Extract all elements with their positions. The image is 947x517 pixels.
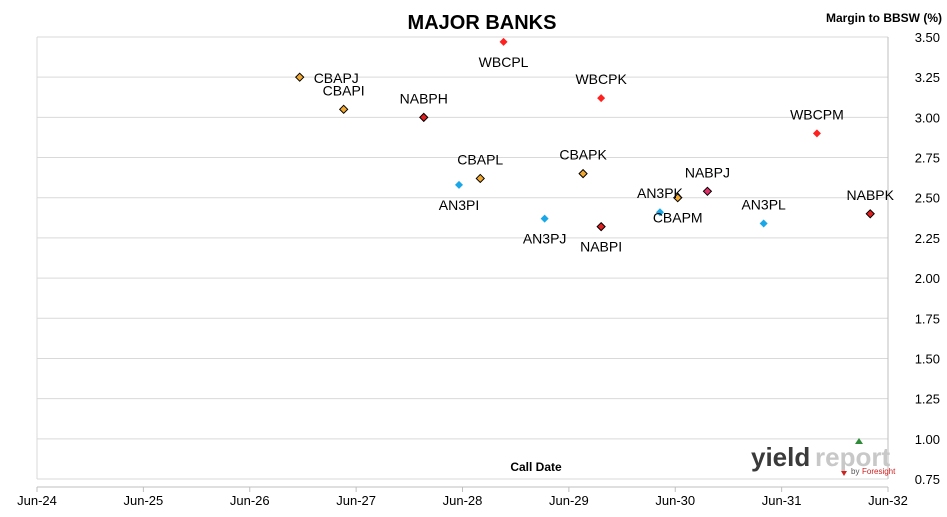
y-tick-label: 3.00 xyxy=(915,110,940,125)
y-tick-label: 2.75 xyxy=(915,151,940,166)
logo-by-text: by xyxy=(851,467,859,476)
data-label-cbapj: CBAPJ xyxy=(314,70,359,86)
data-label-wbcpl: WBCPL xyxy=(479,54,529,70)
point-nabpj xyxy=(702,186,713,197)
point-an3pk xyxy=(655,208,664,217)
point-cbapm xyxy=(673,193,683,203)
data-label-nabpi: NABPI xyxy=(580,239,622,255)
y-tick-label: 2.25 xyxy=(915,231,940,246)
y-axis-title: Margin to BBSW (%) xyxy=(826,11,942,25)
data-label-an3pk: AN3PK xyxy=(637,185,684,201)
y-tick-label: 1.00 xyxy=(915,432,940,447)
data-label-an3pl: AN3PL xyxy=(741,196,786,212)
data-label-wbcpk: WBCPK xyxy=(575,71,627,87)
point-nabpi xyxy=(596,221,606,232)
data-label-cbapk: CBAPK xyxy=(559,147,607,163)
point-wbcpm xyxy=(812,129,821,138)
point-an3pj xyxy=(540,214,549,223)
data-label-cbapl: CBAPL xyxy=(457,151,503,167)
point-nabpk xyxy=(865,209,875,219)
y-tick-label: 1.25 xyxy=(915,392,940,407)
data-points xyxy=(294,37,875,232)
logo-down-arrow-icon xyxy=(841,471,847,476)
data-label-an3pj: AN3PJ xyxy=(523,231,567,247)
x-tick-label: Jun-24 xyxy=(17,493,57,508)
yieldreport-logo: yield report by Foresight xyxy=(751,438,896,476)
point-an3pl xyxy=(759,219,768,228)
x-tick-label: Jun-28 xyxy=(443,493,483,508)
point-nabph xyxy=(419,112,429,123)
data-label-wbcpm: WBCPM xyxy=(790,106,844,122)
axes: 0.75 1.00 1.25 1.50 1.75 2.00 2.25 2.50 2.75 3.00… xyxy=(17,30,940,508)
y-tick-label: 1.50 xyxy=(915,351,940,366)
chart-title: MAJOR BANKS xyxy=(408,12,557,34)
data-label-cbapi: CBAPI xyxy=(323,82,365,98)
data-label-nabpk: NABPK xyxy=(847,187,895,203)
x-axis-title: Call Date xyxy=(510,460,562,474)
x-tick-label: Jun-25 xyxy=(124,493,164,508)
data-label-an3pi: AN3PI xyxy=(439,197,479,213)
logo-report-text: report xyxy=(815,442,890,472)
data-label-nabph: NABPH xyxy=(400,90,448,106)
point-cbapi xyxy=(338,104,349,115)
grid-lines xyxy=(36,36,888,480)
point-cbapl xyxy=(475,173,485,184)
x-tick-label: Jun-32 xyxy=(868,493,908,508)
y-tick-label: 3.25 xyxy=(915,70,940,85)
y-tick-label: 1.75 xyxy=(915,311,940,326)
point-cbapj xyxy=(294,72,305,82)
point-cbapk xyxy=(578,168,588,179)
y-tick-label: 2.50 xyxy=(915,191,940,206)
data-label-cbapm: CBAPM xyxy=(653,210,703,226)
x-tick-label: Jun-29 xyxy=(549,493,589,508)
logo-foresight-text: Foresight xyxy=(862,467,896,476)
data-label-nabpj: NABPJ xyxy=(685,164,730,180)
point-wbcpl xyxy=(499,37,508,46)
y-tick-label: 3.50 xyxy=(915,30,940,45)
x-tick-label: Jun-31 xyxy=(762,493,802,508)
y-tick-label: 0.75 xyxy=(915,472,940,487)
logo-up-arrow-icon xyxy=(855,438,863,444)
x-tick-label: Jun-27 xyxy=(336,493,376,508)
y-tick-label: 2.00 xyxy=(915,271,940,286)
x-tick-label: Jun-26 xyxy=(230,493,270,508)
logo-yield-text: yield xyxy=(751,442,810,472)
point-an3pi xyxy=(455,180,464,189)
x-tick-label: Jun-30 xyxy=(655,493,695,508)
point-wbcpk xyxy=(597,94,606,103)
